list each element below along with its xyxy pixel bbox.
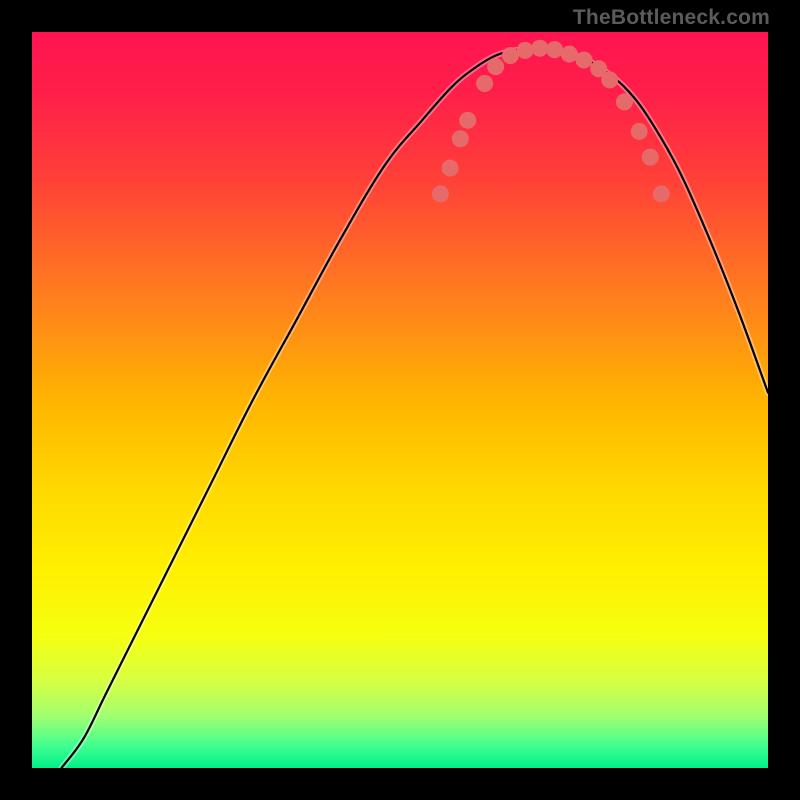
- marker-dot: [459, 112, 476, 129]
- marker-dot: [432, 185, 449, 202]
- optimal-markers: [432, 40, 670, 203]
- marker-dot: [561, 46, 578, 63]
- marker-dot: [576, 51, 593, 68]
- plot-area: [32, 32, 768, 768]
- marker-dot: [546, 41, 563, 58]
- curve-glow: [61, 48, 768, 768]
- curve-line: [61, 48, 768, 768]
- marker-dot: [616, 93, 633, 110]
- marker-dot: [452, 130, 469, 147]
- marker-dot: [631, 123, 648, 140]
- marker-dot: [642, 149, 659, 166]
- marker-dot: [487, 58, 504, 75]
- marker-dot: [601, 71, 618, 88]
- marker-dot: [502, 47, 519, 64]
- watermark-text: TheBottleneck.com: [573, 6, 770, 30]
- bottleneck-curve: [32, 32, 768, 768]
- chart-frame: TheBottleneck.com: [0, 0, 800, 800]
- marker-dot: [442, 160, 459, 177]
- marker-dot: [531, 40, 548, 57]
- marker-dot: [653, 185, 670, 202]
- marker-dot: [476, 75, 493, 92]
- marker-dot: [517, 42, 534, 59]
